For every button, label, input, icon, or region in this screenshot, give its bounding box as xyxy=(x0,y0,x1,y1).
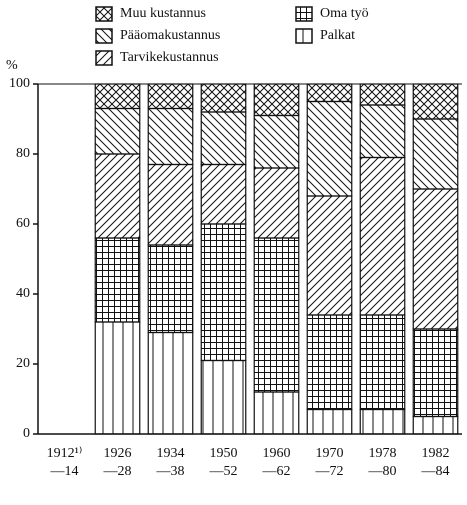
legend-swatch xyxy=(95,50,113,66)
bar-segment xyxy=(147,83,194,110)
bar-segment xyxy=(253,114,300,169)
bar-segment xyxy=(359,408,406,435)
bar-segment xyxy=(200,163,247,225)
y-tick-label: 100 xyxy=(9,76,30,91)
bar-segment xyxy=(94,321,141,435)
legend-swatch xyxy=(95,28,113,44)
y-tick-label: 80 xyxy=(16,146,30,161)
legend-swatch xyxy=(295,6,313,22)
x-tick-label: —84 xyxy=(421,464,450,479)
bar-segment xyxy=(147,244,194,334)
y-tick-label: 60 xyxy=(16,216,30,231)
x-tick-label: —72 xyxy=(315,464,344,479)
x-tick-label: —52 xyxy=(209,464,238,479)
bar-segment xyxy=(94,83,141,110)
x-tick-label: 1970 xyxy=(316,446,344,461)
bar-segment xyxy=(359,314,406,411)
bar-segment xyxy=(412,118,459,190)
legend-label: Tarvikekustannus xyxy=(120,50,219,65)
x-tick-label: 1912¹⁾ xyxy=(47,446,83,461)
x-tick-label: 1982 xyxy=(422,446,450,461)
x-tick-label: 1926 xyxy=(104,446,132,461)
y-tick-label: 20 xyxy=(16,356,30,371)
bar-segment xyxy=(359,156,406,316)
bar-segment xyxy=(412,83,459,120)
bar-segment xyxy=(147,107,194,166)
x-tick-label: —14 xyxy=(50,464,79,479)
legend-label: Pääomakustannus xyxy=(120,28,220,43)
legend-label: Oma työ xyxy=(320,6,369,21)
legend-swatch xyxy=(295,28,313,44)
bar-segment xyxy=(306,83,353,103)
legend-label: Muu kustannus xyxy=(120,6,206,21)
bar-segment xyxy=(253,167,300,239)
x-tick-label: —38 xyxy=(156,464,185,479)
legend-swatch xyxy=(95,6,113,22)
bar-segment xyxy=(306,314,353,411)
bar-segment xyxy=(306,408,353,435)
bar-segment xyxy=(412,415,459,435)
bar-segment xyxy=(253,391,300,435)
bar-segment xyxy=(147,331,194,435)
x-tick-label: —62 xyxy=(262,464,291,479)
y-tick-label: 0 xyxy=(23,426,30,441)
bar-segment xyxy=(412,188,459,330)
bar-segment xyxy=(94,153,141,239)
bar-segment xyxy=(94,237,141,323)
x-tick-label: —28 xyxy=(103,464,132,479)
y-tick-label: 40 xyxy=(16,286,30,301)
bar-segment xyxy=(94,107,141,155)
bar-segment xyxy=(200,223,247,362)
x-tick-label: 1978 xyxy=(369,446,397,461)
bar-segment xyxy=(200,359,247,435)
legend-label: Palkat xyxy=(320,28,355,43)
bar-segment xyxy=(200,111,247,166)
bar-segment xyxy=(306,100,353,197)
x-tick-label: —80 xyxy=(368,464,397,479)
bar-segment xyxy=(253,83,300,117)
bar-segment xyxy=(306,195,353,316)
bar-segment xyxy=(412,328,459,418)
y-axis-label: % xyxy=(6,58,18,73)
bar-segment xyxy=(147,163,194,246)
x-tick-label: 1934 xyxy=(157,446,185,461)
x-tick-label: 1950 xyxy=(210,446,238,461)
x-tick-label: 1960 xyxy=(263,446,291,461)
bar-segment xyxy=(359,104,406,159)
bar-segment xyxy=(200,83,247,113)
bar-segment xyxy=(253,237,300,393)
bar-segment xyxy=(359,83,406,106)
